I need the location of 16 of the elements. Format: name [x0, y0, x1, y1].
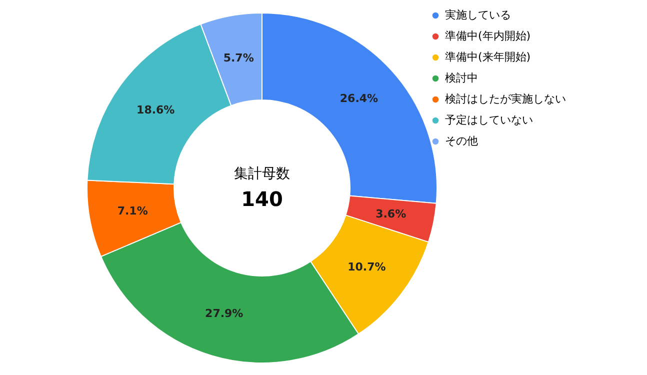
legend-label: 準備中(年内開始) [445, 30, 531, 42]
data-label: 10.7% [348, 260, 386, 274]
text: 集計母数 [234, 166, 290, 182]
data-label: 26.4% [340, 92, 378, 106]
data-label: 27.9% [205, 306, 244, 320]
legend-label: 実施している [445, 8, 511, 22]
legend-label: 予定はしていない [445, 114, 533, 126]
data-label: 3.6% [376, 207, 406, 220]
legend-label: 準備中(来年開始) [445, 50, 531, 64]
text: 140 [241, 187, 283, 211]
data-label: 18.6% [136, 104, 175, 117]
legend-label: 検討中 [445, 72, 478, 84]
legend-label: 検討はしたが実施しない [445, 92, 566, 106]
data-label: 7.1% [117, 204, 148, 218]
data-label: 5.7% [223, 52, 254, 65]
legend-label: その他 [445, 134, 478, 148]
